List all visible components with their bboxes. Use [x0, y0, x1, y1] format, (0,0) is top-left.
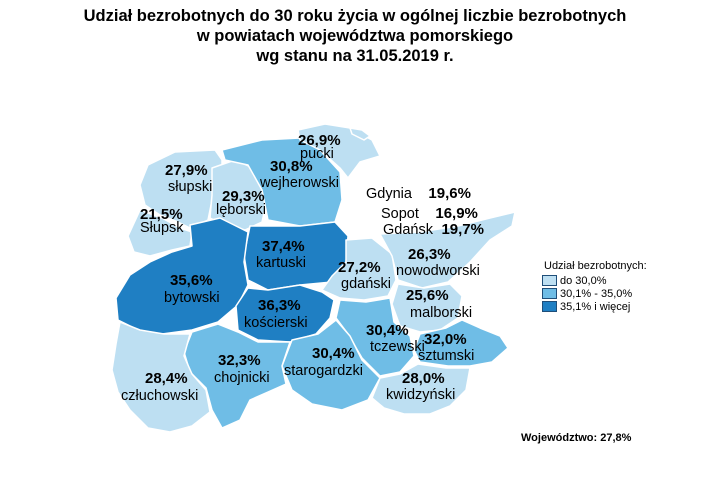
- label-slupsk: 21,5% Słupsk: [140, 206, 184, 240]
- value-koscierski: 36,3%: [258, 297, 301, 314]
- value-czluchowski: 28,4%: [145, 370, 188, 387]
- name-bytowski: bytowski: [164, 290, 220, 306]
- value-kwidzynski: 28,0%: [402, 370, 445, 387]
- value-tczewski: 30,4%: [366, 322, 409, 339]
- name-kwidzynski: kwidzyński: [386, 387, 456, 403]
- value-nowodworski: 26,3%: [408, 246, 451, 263]
- name-malborski: malborski: [410, 305, 473, 321]
- label-kartuski: 37,4% kartuski: [256, 238, 312, 272]
- name-gdynia: Gdynia: [366, 186, 412, 202]
- label-czluchowski: 28,4% człuchowski: [121, 370, 222, 404]
- region-starogardzki[interactable]: [281, 319, 381, 411]
- label-pucki: 26,9% pucki: [298, 132, 341, 166]
- region-kwidzynski[interactable]: [371, 363, 471, 415]
- legend-item-low: do 30,0%: [542, 274, 647, 287]
- label-gdansk: Gdańsk 19,7%: [383, 221, 484, 239]
- region-slupski[interactable]: [139, 149, 223, 229]
- label-sopot: Sopot 16,9%: [381, 205, 478, 223]
- value-chojnicki: 32,3%: [218, 352, 261, 369]
- region-czluchowski[interactable]: [111, 321, 211, 433]
- value-gdanski: 27,2%: [338, 259, 381, 276]
- map-title: Udział bezrobotnych do 30 roku życia w o…: [0, 6, 710, 66]
- value-wejherowski: 30,8%: [270, 158, 313, 175]
- legend-swatch-mid: [542, 288, 557, 299]
- legend: Udział bezrobotnych: do 30,0% 30,1% - 35…: [542, 260, 647, 313]
- name-gdanski: gdański: [341, 276, 391, 292]
- name-kartuski: kartuski: [256, 255, 306, 271]
- region-koscierski[interactable]: [235, 284, 335, 343]
- hel-peninsula: [349, 127, 371, 141]
- name-czluchowski: człuchowski: [121, 388, 199, 404]
- legend-title: Udział bezrobotnych:: [544, 260, 647, 272]
- label-slupski: 27,9% słupski: [165, 162, 213, 196]
- label-tczewski: 30,4% tczewski: [366, 322, 425, 356]
- value-malborski: 25,6%: [406, 287, 449, 304]
- region-slupsk[interactable]: [127, 209, 193, 257]
- region-sztumski[interactable]: [413, 319, 509, 367]
- label-gdynia: Gdynia 19,6%: [366, 185, 471, 203]
- title-line-2: w powiatach województwa pomorskiego: [196, 27, 514, 45]
- legend-swatch-high: [542, 301, 557, 312]
- value-gdynia: 19,6%: [428, 185, 471, 202]
- name-nowodworski: nowodworski: [396, 263, 480, 279]
- name-leborski: lęborski: [216, 202, 266, 218]
- label-sztumski: 32,0% sztumski: [418, 331, 480, 365]
- name-wejherowski: wejherowski: [260, 175, 339, 191]
- title-line-1: Udział bezrobotnych do 30 roku życia w o…: [83, 7, 627, 25]
- legend-item-mid: 30,1% - 35,0%: [542, 287, 647, 300]
- value-leborski: 29,3%: [222, 188, 265, 205]
- label-gdanski: 27,2% gdański: [338, 259, 391, 293]
- label-malborski: 25,6% malborski: [406, 287, 472, 321]
- name-chojnicki: chojnicki: [214, 370, 270, 386]
- legend-swatch-low: [542, 275, 557, 286]
- name-starogardzki: starogardzki: [284, 363, 363, 379]
- title-line-3: wg stanu na 31.05.2019 r.: [256, 47, 454, 65]
- label-koscierski: 36,3% kościerski: [244, 297, 322, 331]
- name-sopot: Sopot: [381, 206, 419, 222]
- name-slupski: słupski: [168, 179, 213, 195]
- name-slupsk: Słupsk: [140, 220, 184, 236]
- value-sopot: 16,9%: [435, 205, 478, 222]
- name-tczewski: tczewski: [370, 339, 425, 355]
- label-wejherowski: 30,8% wejherowski: [260, 158, 341, 192]
- name-gdansk: Gdańsk: [383, 222, 433, 238]
- name-koscierski: kościerski: [244, 315, 308, 331]
- label-starogardzki: 30,4% starogardzki: [284, 345, 391, 379]
- label-chojnicki: 32,3% chojnicki: [214, 352, 274, 386]
- label-kwidzynski: 28,0% kwidzyński: [386, 370, 471, 404]
- name-sztumski: sztumski: [418, 348, 475, 364]
- value-sztumski: 32,0%: [424, 331, 467, 348]
- voivodeship-total: Województwo: 27,8%: [521, 432, 632, 444]
- label-leborski: 29,3% lęborski: [216, 188, 272, 222]
- label-nowodworski: 26,3% nowodworski: [396, 246, 492, 280]
- legend-label-low: do 30,0%: [560, 274, 607, 287]
- label-bytowski: 35,6% bytowski: [164, 272, 226, 306]
- name-pucki: pucki: [300, 146, 334, 162]
- region-nowodworski[interactable]: [379, 211, 516, 289]
- value-slupski: 27,9%: [165, 162, 208, 179]
- value-gdansk: 19,7%: [441, 221, 484, 238]
- legend-label-mid: 30,1% - 35,0%: [560, 287, 633, 300]
- region-gdanski[interactable]: [321, 237, 397, 301]
- value-kartuski: 37,4%: [262, 238, 305, 255]
- value-pucki: 26,9%: [298, 132, 341, 149]
- value-bytowski: 35,6%: [170, 272, 213, 289]
- legend-label-high: 35,1% i więcej: [560, 300, 631, 313]
- value-starogardzki: 30,4%: [312, 345, 355, 362]
- value-slupsk: 21,5%: [140, 206, 183, 223]
- region-malborski[interactable]: [391, 283, 463, 333]
- legend-item-high: 35,1% i więcej: [542, 300, 647, 313]
